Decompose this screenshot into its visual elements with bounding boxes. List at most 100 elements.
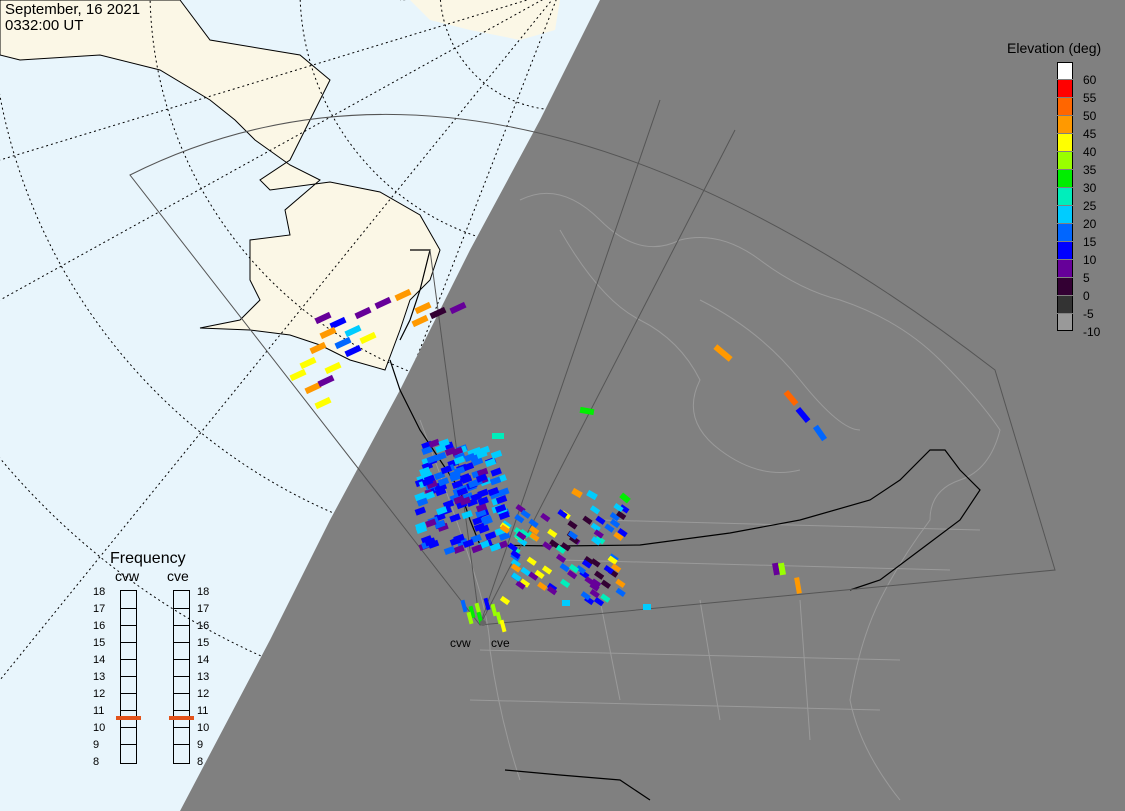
echo-cell: [541, 565, 553, 575]
echo-cell: [459, 496, 471, 506]
elevation-label: 35: [1083, 163, 1097, 177]
radar-echoes: [289, 288, 828, 633]
echo-cell: [580, 591, 591, 601]
elevation-label: 10: [1083, 253, 1097, 267]
echo-cell: [616, 510, 627, 521]
frequency-label-right: 13: [197, 671, 210, 683]
echo-cell: [595, 515, 606, 525]
frequency-label-left: 18: [93, 586, 106, 598]
elevation-label: 25: [1083, 199, 1097, 213]
echo-cell: [411, 314, 429, 328]
echo-cell: [583, 555, 595, 566]
frequency-label-left: 14: [93, 654, 106, 666]
elevation-swatch: [1057, 314, 1073, 331]
elevation-legend-title: Elevation (deg): [1007, 40, 1102, 56]
frequency-gridline: [121, 625, 136, 626]
frequency-label-right: 8: [197, 756, 204, 768]
echo-cell: [613, 531, 624, 541]
frequency-label-right: 17: [197, 603, 210, 615]
echo-cell: [713, 344, 733, 362]
header-date: September, 16 2021: [5, 1, 141, 18]
elevation-label: -10: [1083, 325, 1101, 339]
frequency-label-left: 17: [93, 603, 106, 615]
echo-cell: [470, 492, 482, 502]
echo-cell: [309, 341, 327, 355]
echo-cell: [466, 611, 474, 625]
echo-cell: [453, 533, 465, 543]
land-alaska: [0, 0, 441, 371]
echo-cell: [359, 331, 377, 345]
echo-cell: [464, 452, 476, 463]
echo-cell: [421, 445, 433, 456]
echo-cell: [451, 446, 464, 456]
land-arctic: [410, 0, 560, 40]
header-time: 0332:00 UT: [5, 17, 84, 34]
elevation-swatch: [1057, 80, 1073, 97]
echo-cell: [519, 529, 530, 539]
elevation-swatch: [1057, 170, 1073, 187]
echo-cell: [374, 296, 392, 310]
echo-cell: [520, 566, 531, 577]
echo-cell: [582, 515, 593, 525]
echo-cell: [449, 493, 462, 503]
echo-cell: [510, 558, 521, 569]
echo-cell: [571, 487, 583, 499]
echo-cell: [783, 389, 799, 407]
echo-cell: [425, 518, 437, 528]
elevation-swatch: [1057, 62, 1073, 79]
echo-cell: [428, 438, 440, 448]
frequency-marker: [116, 715, 141, 720]
frequency-label-right: 9: [197, 739, 204, 751]
echo-cell: [344, 324, 362, 338]
frequency-gridline: [121, 642, 136, 643]
echo-cell: [519, 578, 531, 588]
echo-cell: [460, 599, 468, 613]
echo-cell: [415, 524, 428, 535]
echo-cell: [414, 301, 432, 315]
elevation-label: 15: [1083, 235, 1097, 249]
echo-cell: [529, 532, 540, 542]
echo-cell: [453, 466, 466, 476]
echo-cell: [489, 476, 502, 486]
echo-cell: [794, 577, 802, 594]
frequency-label-right: 16: [197, 620, 210, 632]
echo-cell: [589, 505, 601, 515]
echo-cell: [471, 457, 484, 467]
frequency-gridline: [174, 710, 189, 711]
elevation-swatch: [1057, 206, 1073, 223]
echo-cell: [567, 520, 578, 530]
echo-cell: [499, 619, 507, 633]
echo-cell: [562, 600, 570, 606]
echo-cell: [595, 535, 606, 545]
frequency-gridline: [174, 642, 189, 643]
echo-cell: [473, 522, 486, 532]
elevation-swatch: [1057, 188, 1073, 205]
echo-cell: [442, 499, 455, 509]
echo-cell: [619, 492, 631, 504]
echo-cell: [516, 531, 527, 541]
echo-cell: [549, 539, 560, 549]
echo-cell: [499, 595, 511, 606]
elevation-label: 5: [1083, 271, 1090, 285]
echo-cell: [584, 576, 595, 586]
frequency-label-left: 11: [93, 705, 105, 717]
echo-cell: [507, 542, 518, 552]
echo-cell: [594, 570, 605, 580]
echo-cell: [514, 514, 525, 524]
echo-cell: [499, 524, 511, 534]
echo-cell: [414, 506, 427, 516]
echo-cell: [314, 311, 332, 325]
echo-cell: [434, 519, 446, 529]
frequency-label-left: 13: [93, 671, 106, 683]
echo-cell: [615, 578, 626, 589]
echo-cell: [615, 587, 626, 598]
echo-cell: [567, 569, 578, 580]
elevation-swatch: [1057, 260, 1073, 277]
echo-cell: [475, 508, 487, 518]
elevation-label: 0: [1083, 289, 1090, 303]
echo-cell: [528, 518, 539, 528]
echo-cell: [453, 544, 465, 554]
echo-cell: [435, 451, 447, 461]
echo-cell: [424, 537, 436, 547]
